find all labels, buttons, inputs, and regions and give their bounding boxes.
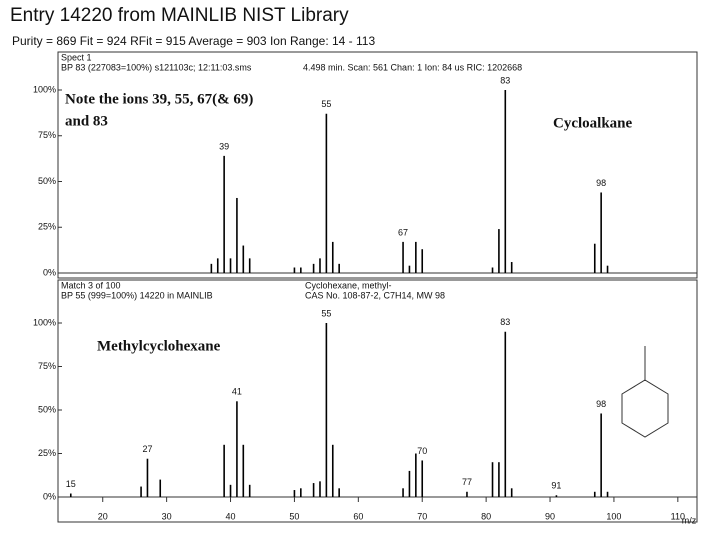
x-tick-label: 110	[671, 511, 685, 521]
x-tick-label: 90	[545, 511, 555, 521]
panel-header: Match 3 of 100	[61, 280, 121, 290]
annotation: Methylcyclohexane	[97, 338, 221, 354]
x-axis-label: m/z	[682, 515, 697, 525]
annotation: Note the ions 39, 55, 67(& 69)	[65, 91, 253, 107]
x-tick-label: 20	[98, 511, 108, 521]
panel-header: Spect 1	[61, 52, 92, 62]
peak-label: 39	[219, 141, 229, 151]
annotation: and 83	[65, 113, 108, 129]
y-tick-label: 50%	[38, 404, 56, 414]
peak-label: 83	[500, 75, 510, 85]
x-tick-label: 100	[606, 511, 621, 521]
peak-label: 98	[596, 399, 606, 409]
x-tick-label: 30	[162, 511, 172, 521]
peak-label: 67	[398, 227, 408, 237]
peak-label: 41	[232, 387, 242, 397]
peak-label: 98	[596, 178, 606, 188]
structure-diagram	[621, 346, 669, 438]
y-tick-label: 25%	[38, 448, 56, 458]
panel-header: BP 83 (227083=100%) s121103c; 12:11:03.s…	[61, 62, 252, 72]
x-tick-label: 40	[226, 511, 236, 521]
peak-label: 77	[462, 477, 472, 487]
panel-header: 4.498 min. Scan: 561 Chan: 1 Ion: 84 us …	[303, 62, 522, 72]
y-tick-label: 50%	[38, 176, 56, 186]
peak-label: 55	[321, 308, 331, 318]
page-title: Entry 14220 from MAINLIB NIST Library	[10, 5, 349, 26]
peak-label: 27	[142, 444, 152, 454]
panel-header: BP 55 (999=100%) 14220 in MAINLIB	[61, 290, 213, 300]
y-tick-label: 100%	[33, 84, 56, 94]
y-tick-label: 100%	[33, 317, 56, 327]
y-tick-label: 25%	[38, 222, 56, 232]
peak-label: 15	[66, 479, 76, 489]
x-tick-label: 80	[481, 511, 491, 521]
peak-label: 83	[500, 317, 510, 327]
panel-header: Cyclohexane, methyl-	[305, 280, 392, 290]
x-tick-label: 60	[353, 511, 363, 521]
y-tick-label: 0%	[43, 267, 56, 277]
y-tick-label: 0%	[43, 491, 56, 501]
x-tick-label: 70	[417, 511, 427, 521]
y-tick-label: 75%	[38, 361, 56, 371]
peak-label: 91	[551, 481, 561, 491]
panel-header: CAS No. 108-87-2, C7H14, MW 98	[305, 290, 445, 300]
annotation: Cycloalkane	[553, 115, 633, 131]
top-panel-frame	[57, 51, 698, 279]
y-tick-label: 75%	[38, 130, 56, 140]
peak-label: 70	[417, 446, 427, 456]
bottom-panel-frame	[57, 279, 698, 523]
peak-label: 55	[321, 99, 331, 109]
x-tick-label: 50	[289, 511, 299, 521]
match-info: Purity = 869 Fit = 924 RFit = 915 Averag…	[12, 34, 375, 48]
